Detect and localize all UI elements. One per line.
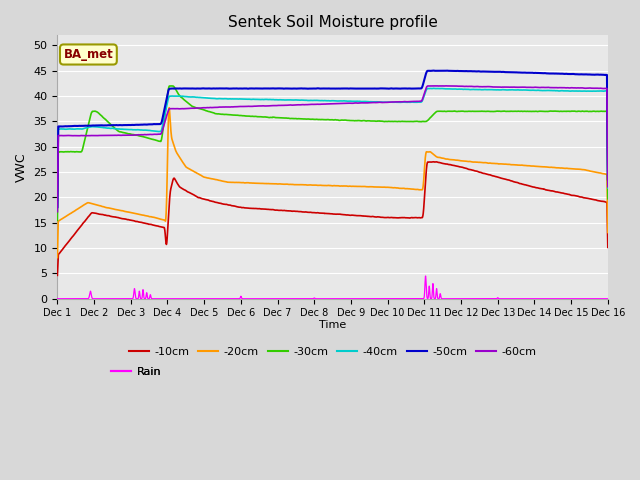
Legend: Rain: Rain <box>107 362 166 382</box>
X-axis label: Time: Time <box>319 320 346 330</box>
Title: Sentek Soil Moisture profile: Sentek Soil Moisture profile <box>228 15 438 30</box>
Text: BA_met: BA_met <box>63 48 113 61</box>
Y-axis label: VWC: VWC <box>15 152 28 182</box>
